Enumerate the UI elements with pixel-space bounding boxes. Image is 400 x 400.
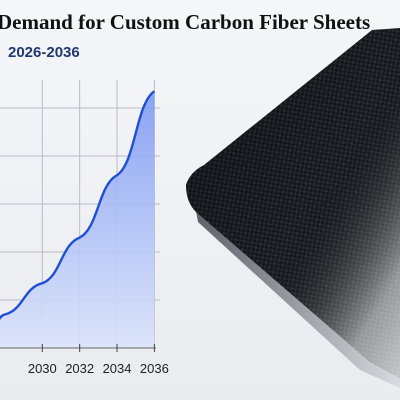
x-tick-label: 2032 [65, 361, 94, 376]
series-line [0, 90, 156, 320]
x-tick-label: 2036 [140, 361, 169, 376]
chart-subtitle: 2026-2036 [8, 44, 80, 61]
chart-title: Demand for Custom Carbon Fiber Sheets [0, 10, 371, 34]
x-axis: 2030 2032 2034 2036 [0, 344, 169, 376]
x-tick-label: 2030 [28, 361, 57, 376]
x-tick-label: 2034 [103, 361, 132, 376]
area-series [0, 90, 156, 348]
area-fill [0, 91, 155, 348]
